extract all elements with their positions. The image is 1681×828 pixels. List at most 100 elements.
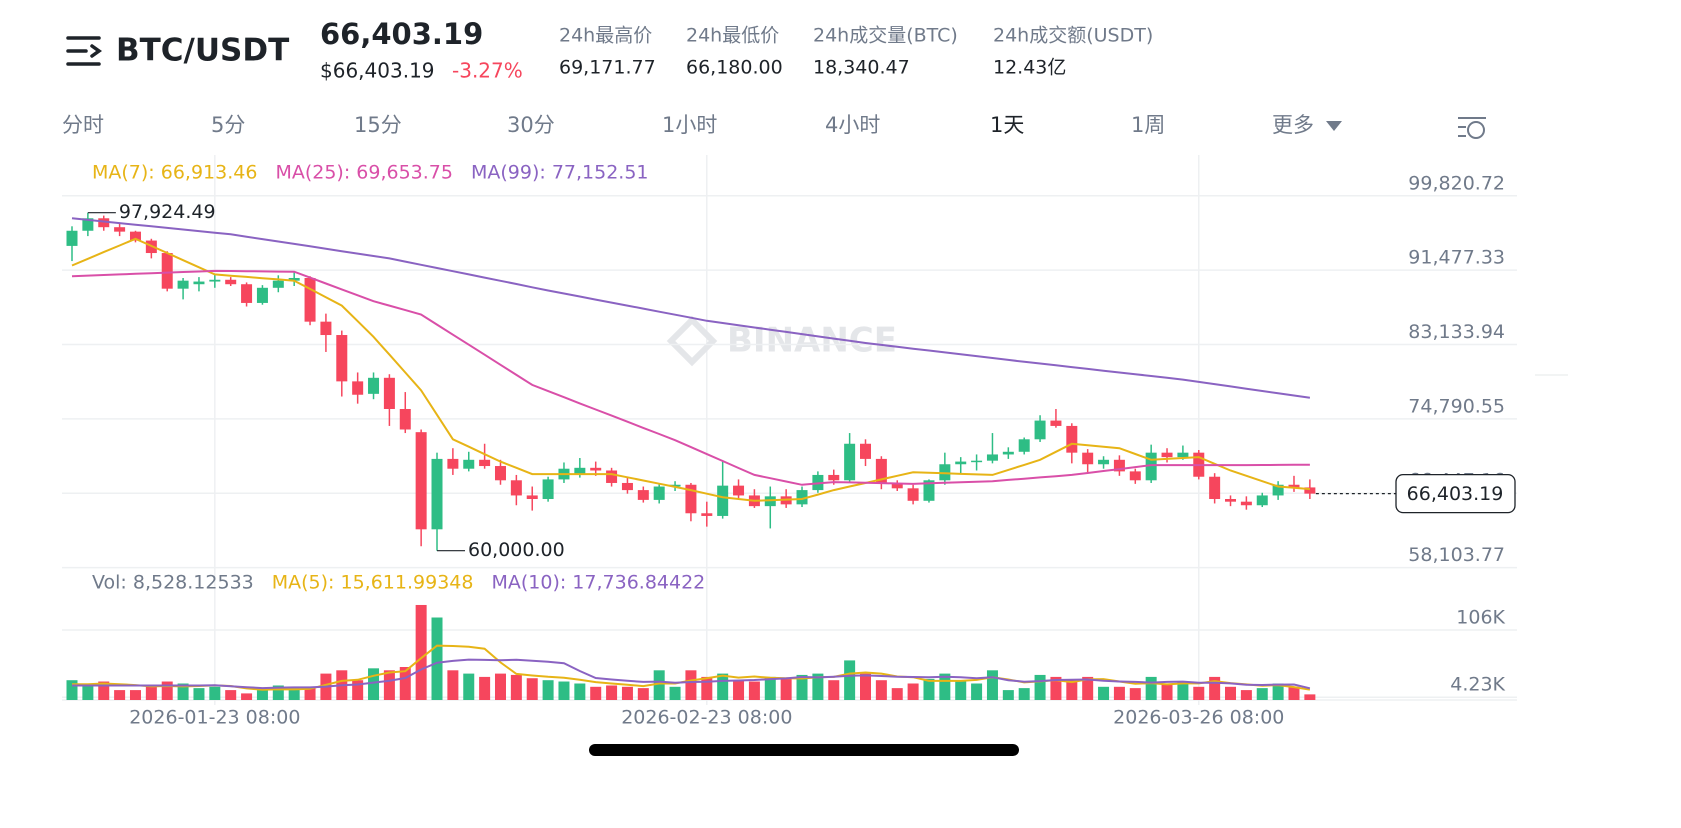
volume-bar bbox=[590, 686, 602, 700]
y-tick-label: 91,477.33 bbox=[1408, 247, 1505, 269]
interval-tab[interactable]: 30分 bbox=[507, 113, 555, 137]
volume-bar bbox=[1002, 690, 1014, 700]
candle-body bbox=[606, 470, 618, 483]
volume-bar bbox=[145, 686, 157, 700]
volume-bar bbox=[812, 673, 824, 700]
volume-bar bbox=[1240, 690, 1252, 700]
candle-body bbox=[161, 253, 173, 289]
price-tag-box bbox=[1395, 473, 1516, 514]
volume-bar bbox=[447, 670, 459, 700]
interval-tab[interactable]: 更多 bbox=[1272, 113, 1314, 137]
interval-tab[interactable]: 4小时 bbox=[825, 113, 880, 137]
candle-body bbox=[1288, 484, 1300, 488]
annotation-label: 60,000.00 bbox=[468, 539, 565, 561]
candle-body bbox=[637, 490, 649, 500]
volume-bar bbox=[177, 683, 189, 700]
candle-body bbox=[1145, 452, 1157, 481]
stat-value: 66,180.00 bbox=[686, 57, 783, 79]
volume-bar bbox=[98, 681, 110, 700]
candle-body bbox=[1225, 499, 1237, 502]
candle-body bbox=[955, 461, 967, 465]
volume-bar bbox=[1145, 676, 1157, 700]
volume-bar bbox=[352, 680, 364, 700]
candle-body bbox=[177, 280, 189, 289]
candle-body bbox=[1050, 420, 1062, 426]
candle-body bbox=[986, 454, 998, 461]
stat-value: 69,171.77 bbox=[559, 57, 656, 79]
candle-body bbox=[621, 482, 633, 491]
menu-icon[interactable] bbox=[66, 36, 103, 66]
volume-bar bbox=[955, 680, 967, 700]
volume-bar bbox=[415, 604, 427, 700]
interval-tab[interactable]: 分时 bbox=[62, 113, 104, 137]
chart-settings-icon[interactable] bbox=[1458, 117, 1486, 139]
candle-body bbox=[288, 277, 300, 281]
volume-bar bbox=[1034, 674, 1046, 700]
candle-body bbox=[685, 484, 697, 514]
candle-body bbox=[82, 218, 94, 231]
volume-bar bbox=[939, 673, 951, 700]
volume-bar bbox=[971, 683, 983, 700]
volume-bar bbox=[558, 681, 570, 700]
volume-bar bbox=[209, 686, 221, 700]
ma-line bbox=[71, 217, 1311, 399]
candle-body bbox=[1002, 451, 1014, 455]
volume-bar bbox=[828, 680, 840, 700]
interval-tab[interactable]: 1小时 bbox=[662, 113, 717, 137]
volume-bar bbox=[542, 680, 554, 700]
price-usd: $66,403.19 bbox=[320, 59, 435, 83]
last-price: 66,403.19 bbox=[320, 17, 483, 51]
volume-bar bbox=[399, 667, 411, 700]
candle-body bbox=[463, 459, 475, 469]
interval-tab[interactable]: 1周 bbox=[1131, 113, 1165, 137]
y-tick-label: 99,820.72 bbox=[1408, 172, 1505, 194]
y-tick-label: 74,790.55 bbox=[1408, 395, 1505, 417]
candle-body bbox=[399, 408, 411, 430]
more-arrow bbox=[1326, 121, 1342, 131]
volume-bar bbox=[82, 683, 94, 700]
volume-bar bbox=[1256, 688, 1268, 700]
y-tick-label: 4.23K bbox=[1450, 674, 1505, 696]
candle-body bbox=[526, 495, 538, 500]
candle-body bbox=[1066, 425, 1078, 453]
candle-body bbox=[717, 485, 729, 516]
volume-bar bbox=[1018, 688, 1030, 700]
volume-bar bbox=[1161, 683, 1173, 700]
candle-body bbox=[209, 279, 221, 282]
volume-bar bbox=[1098, 686, 1110, 700]
interval-tab[interactable]: 5分 bbox=[211, 113, 245, 137]
candle-body bbox=[256, 287, 268, 303]
candle-body bbox=[1209, 476, 1221, 500]
ma-legend: MA(7): 66,913.46 bbox=[92, 162, 257, 184]
candle-body bbox=[701, 513, 713, 516]
candle-body bbox=[574, 467, 586, 475]
pair[interactable]: BTC/USDT bbox=[116, 33, 289, 69]
volume-bar bbox=[844, 660, 856, 700]
volume-bar bbox=[1225, 686, 1237, 700]
volume-bar bbox=[368, 668, 380, 700]
volume-bar bbox=[304, 686, 316, 700]
candle-body bbox=[1272, 484, 1284, 496]
annotation-label: 97,924.49 bbox=[119, 201, 216, 223]
volume-bar bbox=[621, 686, 633, 700]
volume-bar bbox=[66, 680, 78, 700]
candle-body bbox=[1161, 452, 1173, 458]
candle-body bbox=[1098, 459, 1110, 465]
candle-body bbox=[272, 280, 284, 288]
icon-lines bbox=[1458, 117, 1486, 137]
price-tag-label: 66,403.19 bbox=[1407, 483, 1504, 505]
candle-body bbox=[669, 484, 681, 487]
candle-body bbox=[114, 227, 126, 232]
candle-body bbox=[494, 466, 506, 481]
interval-tab[interactable]: 15分 bbox=[354, 113, 402, 137]
volume-bar bbox=[1177, 681, 1189, 700]
interval-tab[interactable]: 1天 bbox=[990, 113, 1024, 137]
candle-body bbox=[193, 281, 205, 285]
candle-body bbox=[844, 443, 856, 481]
volume-bar bbox=[463, 673, 475, 700]
icon-circle bbox=[1467, 121, 1485, 139]
volume-bar bbox=[748, 681, 760, 700]
candle-body bbox=[796, 490, 808, 505]
volume-bar bbox=[1129, 688, 1141, 700]
